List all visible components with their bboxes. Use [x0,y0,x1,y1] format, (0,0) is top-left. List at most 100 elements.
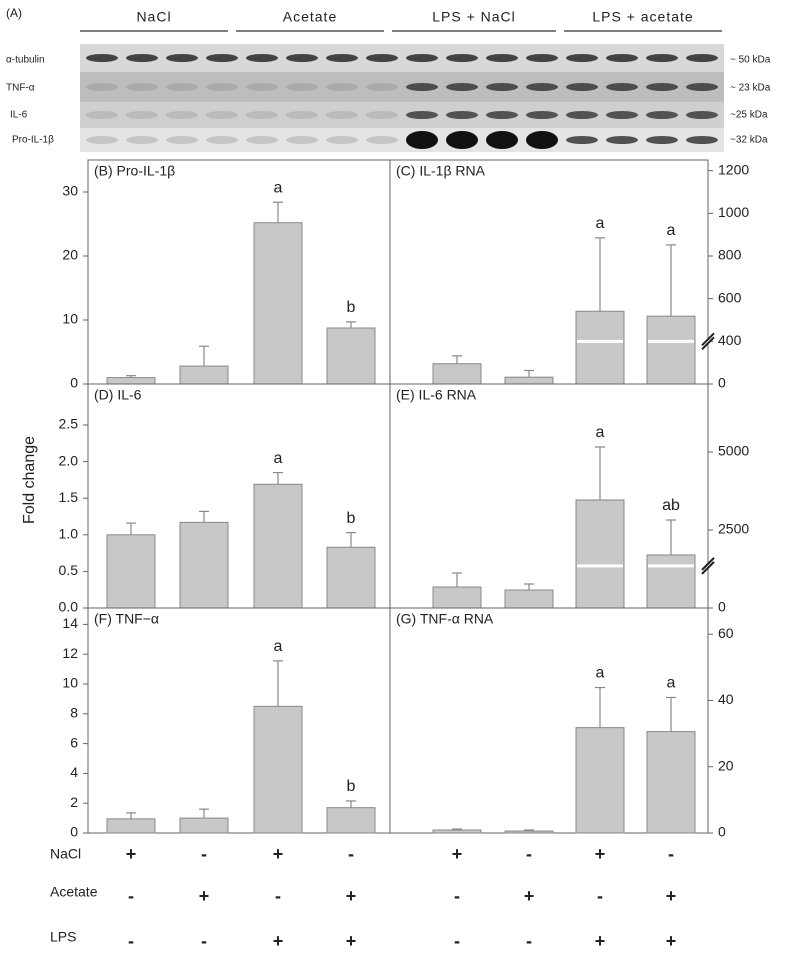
significance-label: b [347,510,356,527]
bar [575,499,625,609]
band [646,111,678,119]
y-tick-label: 2.5 [59,416,79,432]
panel-title: (E) IL-6 RNA [396,387,477,403]
significance-label: a [596,665,605,682]
treatment-sign: - [348,844,354,864]
bar [504,589,554,609]
treatment-sign: - [454,931,460,951]
y-tick-label: 0 [718,824,726,840]
y-tick-label: 12 [62,645,78,661]
band [606,54,638,62]
bar [432,829,482,834]
band [126,83,158,91]
bar [179,521,229,609]
y-tick-label: 8 [70,704,78,720]
significance-label: a [596,424,605,441]
band [286,83,318,91]
significance-label: b [347,778,356,795]
y-tick-label: 5000 [718,443,749,459]
treatment-sign: - [128,886,134,906]
protein-label: IL-6 [10,110,28,121]
treatment-sign: + [595,844,606,864]
treatment-label: LPS [50,929,76,945]
y-tick-label: 0 [718,375,726,391]
bar [253,222,303,385]
y-tick-label: 1000 [718,204,749,220]
y-tick-label: 10 [62,311,78,327]
band [326,136,358,144]
band [86,83,118,91]
treatment-label: NaCl [50,846,81,862]
panel-title: (D) IL-6 [94,387,142,403]
band [526,111,558,119]
band [126,111,158,119]
y-tick-label: 400 [718,332,742,348]
band [206,83,238,91]
band [166,83,198,91]
treatment-sign: - [275,886,281,906]
band [646,83,678,91]
treatment-sign: + [346,886,357,906]
band [246,136,278,144]
significance-label: a [274,450,283,467]
band [606,111,638,119]
significance-label: a [596,215,605,232]
panel-title: (G) TNF-α RNA [396,611,494,627]
bar [326,546,376,609]
y-tick-label: 0 [70,824,78,840]
bar [179,365,229,385]
panel-title: (B) Pro-IL-1β [94,163,175,179]
panel-title: (F) TNF−α [94,611,159,627]
significance-label: a [274,638,283,655]
significance-label: a [667,222,676,239]
y-tick-label: 1200 [718,161,749,177]
band [206,54,238,62]
bar [646,731,696,834]
treatment-sign: - [454,886,460,906]
size-label: ~ 50 kDa [730,55,771,66]
y-tick-label: 40 [718,691,734,707]
band [126,136,158,144]
treatment-sign: + [273,931,284,951]
band [526,54,558,62]
band [366,136,398,144]
band [526,131,558,149]
band [206,111,238,119]
group-label: NaCl [136,9,171,25]
treatment-sign: + [595,931,606,951]
treatment-sign: + [666,886,677,906]
size-label: ~32 kDa [730,135,768,146]
bar [646,315,696,385]
band [566,111,598,119]
y-tick-label: 1.5 [59,489,79,505]
bar [575,310,625,385]
axis-break [701,557,715,571]
y-tick-label: 1.0 [59,526,79,542]
group-label: LPS + NaCl [432,9,516,25]
bar [504,376,554,385]
band [486,83,518,91]
band [686,54,718,62]
y-tick-label: 0.5 [59,562,79,578]
size-label: ~ 23 kDa [730,83,771,94]
band [406,111,438,119]
band [406,83,438,91]
band [286,111,318,119]
band [486,131,518,149]
bar [253,483,303,609]
band [446,111,478,119]
treatment-label: Acetate [50,884,98,900]
y-tick-label: 20 [718,757,734,773]
band [646,136,678,144]
bar [106,818,156,834]
group-label: LPS + acetate [592,9,693,25]
band [246,54,278,62]
size-label: ~25 kDa [730,110,768,121]
treatment-sign: + [199,886,210,906]
band [486,111,518,119]
treatment-sign: - [526,844,532,864]
band [246,111,278,119]
axis-break [701,332,715,347]
bar [326,327,376,385]
band [286,54,318,62]
